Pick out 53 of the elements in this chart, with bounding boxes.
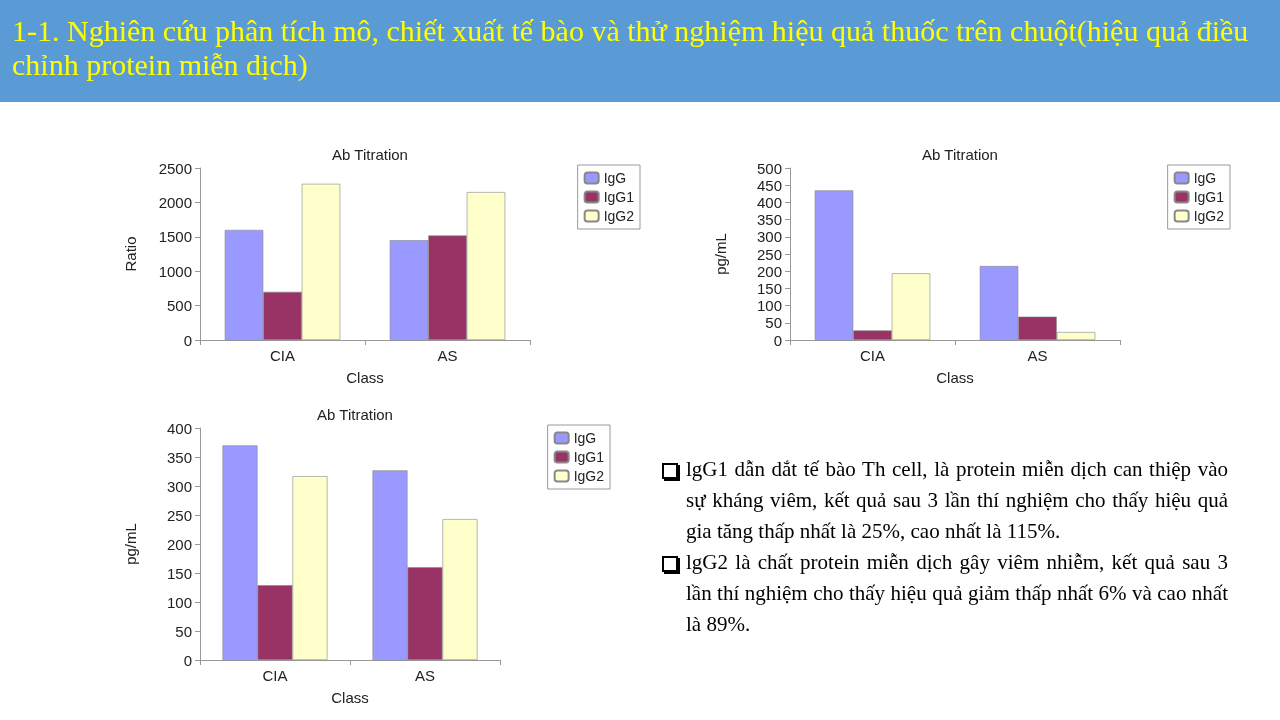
y-tick-label: 1000: [158, 262, 192, 280]
y-tick-label: 0: [773, 331, 782, 349]
chart-title: Ab Titration: [332, 146, 408, 163]
y-tick-label: 350: [756, 211, 782, 229]
legend-label: IgG2: [603, 208, 635, 224]
y-tick-label: 500: [756, 159, 782, 177]
legend-label: IgG1: [573, 449, 605, 465]
y-axis-title: pg/mL: [122, 523, 139, 565]
y-tick-label: 100: [166, 593, 192, 611]
legend-label: IgG: [603, 170, 627, 186]
y-tick-label: 250: [756, 245, 782, 263]
y-tick-label: 200: [166, 535, 192, 553]
legend-label: IgG2: [573, 468, 605, 484]
legend-label: IgG2: [1193, 208, 1225, 224]
y-tick-label: 450: [756, 176, 782, 194]
y-tick-label: 100: [756, 297, 782, 315]
y-tick-label: 500: [166, 297, 192, 315]
text: lgG1 dẫn dắt tế bào Th cell, là protein miễn dịch can thiệp vào sự kháng viêm, kết quả sau 3 lần thí nghiệm cho thấy hiệu quả gia tăng thấp nhất là 25%, cao nhất là 115%.: [686, 456, 1228, 545]
legend-label: IgG: [573, 430, 597, 446]
x-tick-label: CIA: [262, 667, 288, 684]
y-tick-label: 50: [175, 622, 192, 640]
x-tick-label: AS: [437, 347, 458, 364]
y-tick-label: 200: [756, 262, 782, 280]
y-axis-title: Ratio: [122, 236, 139, 272]
legend-label: IgG1: [603, 189, 635, 205]
x-tick-label: AS: [414, 667, 436, 684]
x-axis-title: Class: [346, 369, 384, 386]
y-tick-label: 150: [756, 279, 782, 297]
x-axis-title: Class: [936, 369, 974, 386]
y-tick-label: 0: [183, 651, 192, 669]
y-tick-label: 2500: [158, 159, 192, 177]
y-tick-label: 400: [166, 419, 192, 437]
y-tick-label: 400: [756, 193, 782, 211]
x-tick-label: CIA: [269, 347, 296, 364]
text: lgG2 là chất protein miễn dịch gây viêm nhiễm, kết quả sau 3 lần thí nghiệm cho thấy hiệu quả giảm thấp nhất 6% và cao nhất là 89%.: [686, 549, 1228, 638]
chart-title: Ab Titration: [317, 406, 393, 423]
y-tick-label: 150: [166, 564, 192, 582]
y-tick-label: 50: [765, 314, 782, 332]
legend-label: IgG1: [1193, 189, 1225, 205]
y-tick-label: 250: [166, 506, 192, 524]
y-tick-label: 1500: [158, 228, 192, 246]
text: 1-1. Nghiên cứu phân tích mô, chiết xuất tế bào và thử nghiệm hiệu quả thuốc trên chuột(hiệu quả điều chỉnh protein miễn dịch): [0, 0, 1280, 102]
x-tick-label: AS: [1027, 347, 1048, 364]
y-tick-label: 350: [166, 448, 192, 466]
x-tick-label: CIA: [859, 347, 886, 364]
y-tick-label: 300: [166, 477, 192, 495]
legend-label: IgG: [1193, 170, 1217, 186]
chart-title: Ab Titration: [922, 146, 998, 163]
y-tick-label: 0: [183, 331, 192, 349]
y-tick-label: 300: [756, 228, 782, 246]
y-axis-title: pg/mL: [712, 233, 729, 275]
x-axis-title: Class: [331, 689, 369, 706]
y-tick-label: 2000: [158, 193, 192, 211]
